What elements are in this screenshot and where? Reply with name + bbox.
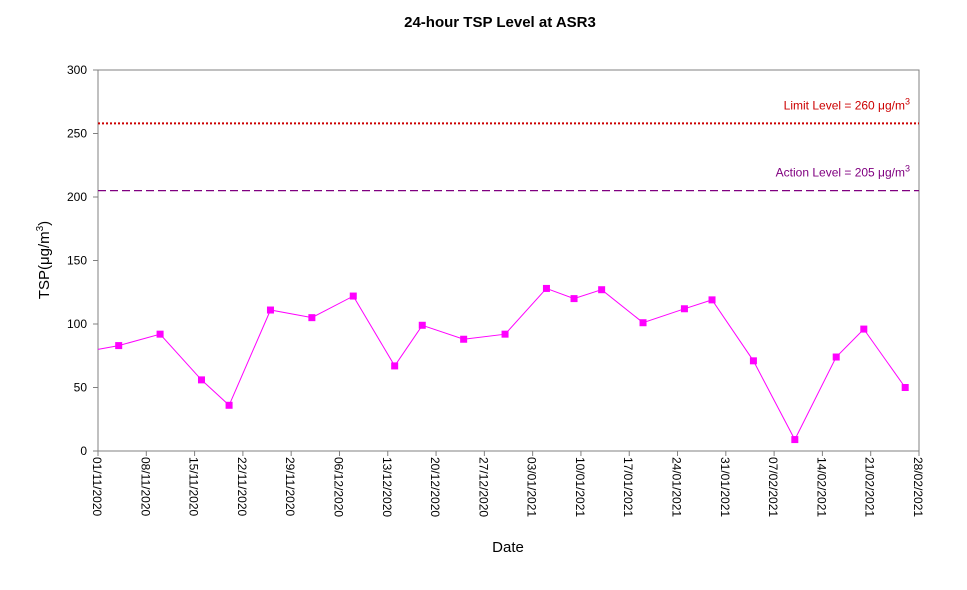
x-tick-label: 13/12/2020 bbox=[380, 457, 394, 517]
x-tick-label: 20/12/2020 bbox=[428, 457, 442, 517]
x-tick-label: 06/12/2020 bbox=[331, 457, 345, 517]
y-tick-label: 100 bbox=[67, 317, 87, 331]
data-point bbox=[266, 306, 274, 314]
reference-lines: Limit Level = 260 μg/m3 Action Level = 20… bbox=[98, 96, 919, 192]
data-point bbox=[639, 319, 647, 327]
data-point bbox=[542, 284, 550, 292]
y-tick-label: 50 bbox=[74, 381, 88, 395]
series-tsp bbox=[97, 284, 909, 444]
x-axis-label: Date bbox=[492, 539, 524, 556]
data-point bbox=[708, 296, 716, 304]
data-point bbox=[197, 376, 205, 384]
data-point bbox=[680, 305, 688, 313]
data-point bbox=[391, 362, 399, 370]
data-point bbox=[570, 295, 578, 303]
x-tick-label: 27/12/2020 bbox=[476, 457, 490, 517]
x-tick-label: 31/01/2021 bbox=[718, 457, 732, 517]
y-tick-label: 300 bbox=[67, 63, 87, 77]
x-tick-label: 15/11/2020 bbox=[187, 457, 201, 516]
data-point bbox=[225, 401, 233, 409]
x-tick-label: 22/11/2020 bbox=[235, 457, 249, 516]
data-point bbox=[156, 330, 164, 338]
x-tick-label: 03/01/2021 bbox=[525, 457, 539, 517]
data-point bbox=[460, 335, 468, 343]
y-tick-label: 250 bbox=[67, 127, 87, 141]
x-tick-label: 07/02/2021 bbox=[766, 457, 780, 517]
data-point bbox=[501, 330, 509, 338]
data-point bbox=[308, 314, 316, 322]
x-tick-label: 14/02/2021 bbox=[814, 457, 828, 517]
x-tick-label: 21/02/2021 bbox=[863, 457, 877, 517]
data-point bbox=[349, 292, 357, 300]
y-axis: 0 50 100 150 200 250 300 bbox=[67, 63, 98, 458]
data-point bbox=[791, 436, 799, 444]
y-axis-label: TSP(μg/m3) bbox=[35, 221, 53, 299]
data-point bbox=[598, 286, 606, 294]
x-tick-label: 10/01/2021 bbox=[573, 457, 587, 517]
data-point bbox=[832, 353, 840, 361]
limit-level-label: Limit Level = 260 μg/m3 bbox=[784, 96, 910, 112]
data-point bbox=[901, 384, 909, 391]
y-tick-label: 150 bbox=[67, 254, 87, 268]
x-tick-label: 24/01/2021 bbox=[670, 457, 684, 517]
chart-title: 24-hour TSP Level at ASR3 bbox=[404, 14, 596, 31]
x-tick-label: 08/11/2020 bbox=[138, 457, 152, 516]
x-tick-label: 28/02/2021 bbox=[911, 457, 925, 517]
x-tick-label: 29/11/2020 bbox=[283, 457, 297, 516]
y-tick-label: 0 bbox=[80, 444, 87, 458]
data-point bbox=[115, 342, 123, 350]
data-point bbox=[749, 357, 757, 365]
x-axis: 01/11/2020 08/11/2020 15/11/2020 22/11/2020… bbox=[90, 451, 925, 517]
y-tick-label: 200 bbox=[67, 190, 87, 204]
plot-area bbox=[97, 69, 920, 452]
x-tick-label: 01/11/2020 bbox=[90, 457, 104, 516]
action-level-label: Action Level = 205 μg/m3 bbox=[776, 164, 910, 180]
data-point bbox=[860, 325, 868, 333]
series-line bbox=[97, 287, 906, 441]
x-tick-label: 17/01/2021 bbox=[621, 457, 635, 517]
data-point bbox=[418, 321, 426, 329]
